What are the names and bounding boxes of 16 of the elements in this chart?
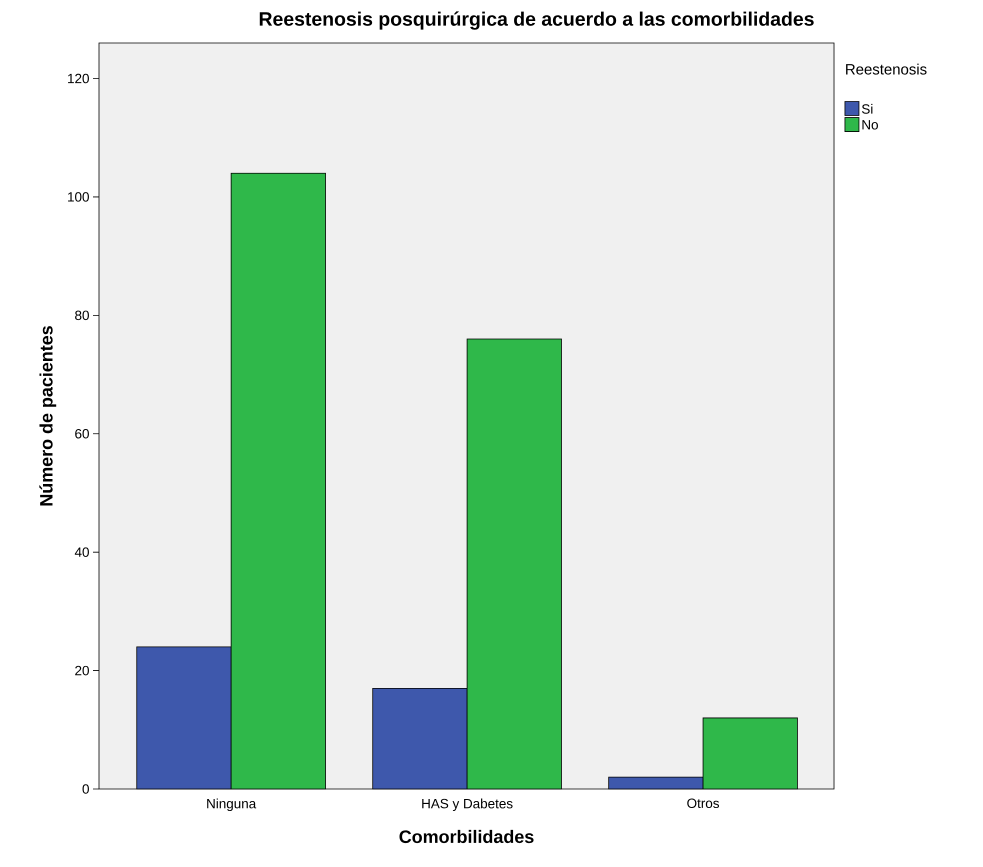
y-tick-label: 120 [68,74,89,84]
legend-label: No [862,120,878,130]
x-tick-label: Otros [687,798,720,808]
legend-title: Reestenosis [846,64,927,75]
y-tick-label: 40 [74,547,89,557]
y-tick-label: 60 [75,428,89,439]
x-tick-label: HAS y Dabetes [422,798,513,812]
legend-label: Si [862,104,872,114]
x-tick-label: Ninguna [207,798,256,812]
y-tick-label: 100 [68,192,89,202]
y-tick-label: 20 [75,666,89,676]
y-tick-label: 80 [75,310,89,320]
y-tick-label: 0 [82,784,89,794]
chart-title: Reestenosis posquirúrgica de acuerdo a las comorbilidades [260,11,814,30]
x-axis-title: Comorbilidades [399,830,534,844]
y-axis-title: Número de pacientes [39,326,56,506]
